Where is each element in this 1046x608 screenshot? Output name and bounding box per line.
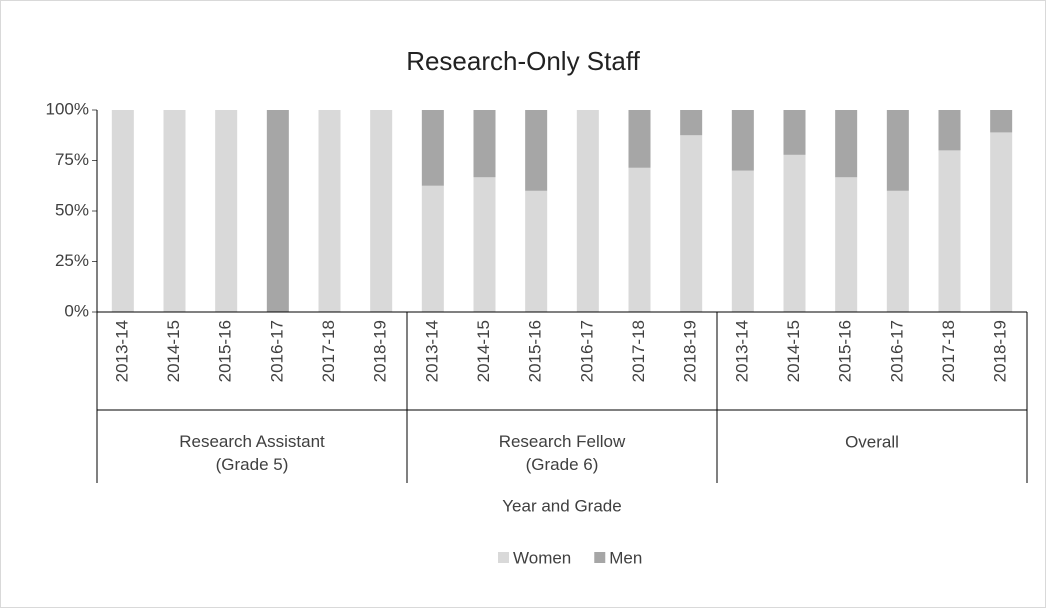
bar-segment [525,190,548,312]
bar-segment [421,185,444,312]
legend-swatch [594,552,606,563]
y-tick-label: 25% [55,251,89,270]
x-tick-label: 2017-18 [319,320,338,382]
bar-segment [628,167,651,312]
bar-segment [163,110,186,312]
bar-segment [783,154,806,312]
bar-segment [731,170,754,312]
bar-segment [886,190,909,312]
x-tick-label: 2016-17 [267,320,286,382]
bar-segment [525,110,548,191]
x-tick-label: 2018-19 [991,320,1010,382]
group-label: (Grade 6) [526,455,599,474]
x-tick-label: 2014-15 [784,320,803,382]
x-tick-label: 2014-15 [474,320,493,382]
group-label: Overall [845,432,899,451]
group-label: Research Assistant [179,432,325,451]
bar-segment [886,110,909,191]
x-tick-label: 2016-17 [577,320,596,382]
y-tick-label: 0% [64,301,89,320]
bar-segment [783,110,806,155]
bar-segment [835,177,858,312]
bar-segment [938,150,961,312]
bar-segment [680,110,703,136]
x-tick-label: 2018-19 [681,320,700,382]
y-tick-label: 50% [55,200,89,219]
y-tick-label: 100% [46,99,89,118]
bar-segment [473,177,496,312]
group-label: Research Fellow [499,432,626,451]
bar-segment [835,110,858,178]
bar-segment [680,135,703,312]
legend-label: Women [513,548,571,567]
x-tick-label: 2015-16 [836,320,855,382]
bar-segment [731,110,754,171]
bar-segment [576,110,599,312]
group-label: (Grade 5) [216,455,289,474]
x-tick-label: 2015-16 [526,320,545,382]
bar-segment [938,110,961,151]
x-tick-label: 2017-18 [939,320,958,382]
x-tick-label: 2013-14 [732,320,751,382]
bar-segment [628,110,651,168]
x-tick-label: 2018-19 [371,320,390,382]
x-tick-label: 2013-14 [422,320,441,382]
bar-segment [421,110,444,186]
legend-swatch [498,552,509,563]
bar-segment [990,132,1013,312]
x-tick-label: 2014-15 [164,320,183,382]
x-axis-title: Year and Grade [502,496,621,515]
bar-segment [370,110,393,312]
x-tick-label: 2017-18 [629,320,648,382]
bar-segment [473,110,496,178]
x-tick-label: 2013-14 [112,320,131,382]
bar-segment [266,110,289,312]
x-tick-label: 2016-17 [887,320,906,382]
y-tick-label: 75% [55,150,89,169]
bar-segment [318,110,341,312]
x-tick-label: 2015-16 [216,320,235,382]
chart-title: Research-Only Staff [406,46,640,76]
bar-segment [215,110,238,312]
bar-segment [990,110,1013,133]
bar-segment [111,110,134,312]
legend-label: Men [609,548,642,567]
